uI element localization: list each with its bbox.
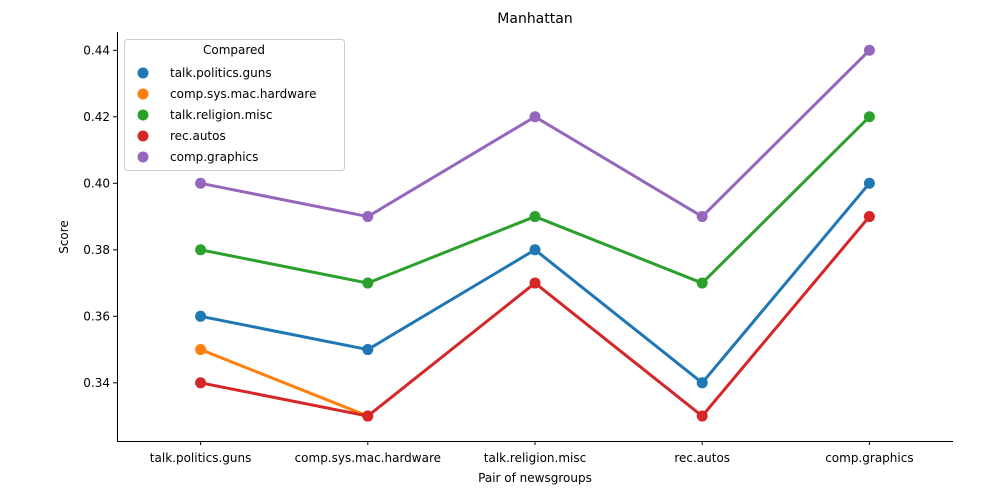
legend-box — [124, 39, 345, 171]
legend: Compared talk.politics.guns comp.sys.mac.… — [124, 39, 345, 171]
data-point — [195, 244, 207, 256]
x-axis-label: Pair of newsgroups — [478, 471, 592, 485]
series-4 — [195, 44, 875, 223]
data-point — [863, 177, 875, 189]
y-tick-label: 0.42 — [83, 110, 110, 124]
data-point — [696, 410, 708, 422]
data-point — [362, 211, 374, 223]
data-point — [195, 177, 207, 189]
legend-label: rec.autos — [170, 129, 226, 143]
data-point — [195, 344, 207, 356]
y-tick-label: 0.36 — [83, 309, 110, 323]
x-tick-label: talk.politics.guns — [150, 451, 252, 465]
data-point — [696, 211, 708, 223]
data-point — [863, 211, 875, 223]
data-point — [863, 44, 875, 56]
x-tick-label: talk.religion.misc — [484, 451, 586, 465]
legend-marker — [137, 109, 149, 121]
series-line — [199, 348, 370, 418]
y-tick-label: 0.38 — [83, 243, 110, 257]
x-tick-label: rec.autos — [674, 451, 730, 465]
series-3 — [195, 211, 875, 422]
data-point — [696, 277, 708, 289]
data-point — [529, 111, 541, 123]
y-tick-label: 0.34 — [83, 376, 110, 390]
series-0 — [195, 177, 875, 389]
data-point — [529, 211, 541, 223]
series-2 — [195, 111, 875, 289]
y-tick-label: 0.40 — [83, 176, 110, 190]
data-point — [362, 344, 374, 356]
legend-label: comp.sys.mac.hardware — [170, 87, 316, 101]
data-point — [362, 277, 374, 289]
y-tick-label: 0.44 — [83, 43, 110, 57]
data-point — [696, 377, 708, 389]
x-tick-label: comp.graphics — [825, 451, 913, 465]
legend-marker — [137, 67, 149, 79]
legend-label: talk.religion.misc — [170, 108, 272, 122]
legend-marker — [137, 130, 149, 142]
y-axis-label: Score — [57, 220, 71, 254]
chart-title: Manhattan — [497, 11, 572, 27]
data-point — [863, 111, 875, 123]
legend-marker — [137, 151, 149, 163]
legend-items: talk.politics.guns comp.sys.mac.hardware t… — [137, 66, 316, 164]
x-tick-label: comp.sys.mac.hardware — [295, 451, 441, 465]
legend-label: talk.politics.guns — [170, 66, 272, 80]
legend-label: comp.graphics — [170, 150, 258, 164]
legend-title: Compared — [203, 43, 265, 57]
data-point — [529, 277, 541, 289]
data-point — [195, 310, 207, 322]
legend-marker — [137, 88, 149, 100]
series-1 — [195, 344, 374, 422]
data-point — [195, 377, 207, 389]
data-point — [362, 410, 374, 422]
ticks: 0.34 0.36 0.38 0.40 0.42 0.44 talk.politics.gu… — [83, 43, 913, 465]
series-layer — [195, 44, 875, 422]
data-point — [529, 244, 541, 256]
